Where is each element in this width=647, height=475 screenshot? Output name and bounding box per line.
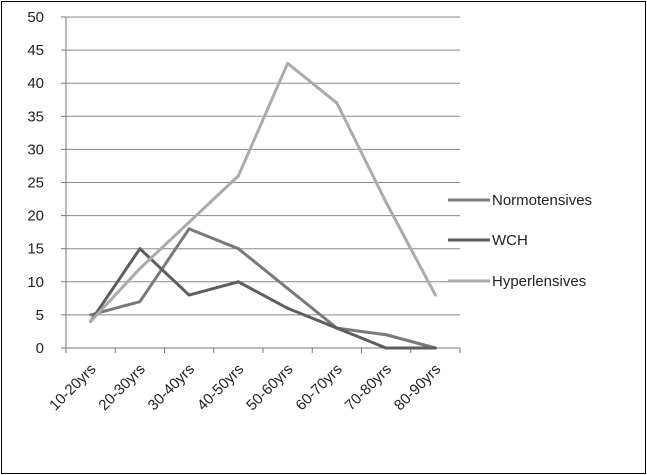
data-point [236,280,240,284]
y-tick-label: 25 [27,175,44,192]
data-point [138,247,142,251]
data-point [187,220,191,224]
y-tick-label: 5 [36,307,44,324]
y-tick-label: 20 [27,208,44,225]
data-point [286,306,290,310]
series-line-normotensives [90,227,436,350]
y-tick-label: 0 [36,340,44,357]
data-point [286,61,290,65]
data-point [236,247,240,251]
y-tick-label: 45 [27,42,44,59]
data-point [138,300,142,304]
y-tick-label: 50 [27,9,44,26]
axes [61,16,461,353]
x-tick-label: 20-30yrs [95,361,148,414]
x-tick-label: 10-20yrs [46,361,99,414]
series-line-hyperlensives [89,61,437,323]
data-point [335,101,339,105]
data-point [384,333,388,337]
legend: Normotensives WCH Hyperlensives [448,192,592,290]
data-point [138,267,142,271]
data-point [236,174,240,178]
y-tick-label: 35 [27,108,44,125]
x-tick-label: 80-90yrs [391,361,444,414]
data-point [384,346,388,350]
data-point [286,286,290,290]
y-axis-tick-labels: 0 5 10 15 20 25 30 35 40 45 50 [27,9,44,357]
data-point [89,320,93,324]
legend-label: Normotensives [492,192,592,209]
gridlines [66,16,460,316]
data-point [384,200,388,204]
data-point [187,293,191,297]
x-tick-label: 50-60yrs [243,361,296,414]
legend-label: Hyperlensives [492,273,586,290]
series-lines [89,61,437,350]
data-point [89,313,93,317]
x-tick-label: 70-80yrs [342,361,395,414]
legend-label: WCH [492,232,528,249]
y-tick-label: 40 [27,75,44,92]
x-axis-tick-labels: 10-20yrs20-30yrs30-40yrs40-50yrs50-60yrs… [46,361,444,414]
data-point [433,293,437,297]
x-tick-label: 30-40yrs [145,361,198,414]
y-tick-label: 15 [27,241,44,258]
x-tick-label: 60-70yrs [292,361,345,414]
data-point [433,346,437,350]
y-tick-label: 30 [27,141,44,158]
series-line-wch [89,247,436,350]
x-tick-label: 40-50yrs [194,361,247,414]
data-point [335,326,339,330]
y-tick-label: 10 [27,274,44,291]
data-point [187,227,191,231]
